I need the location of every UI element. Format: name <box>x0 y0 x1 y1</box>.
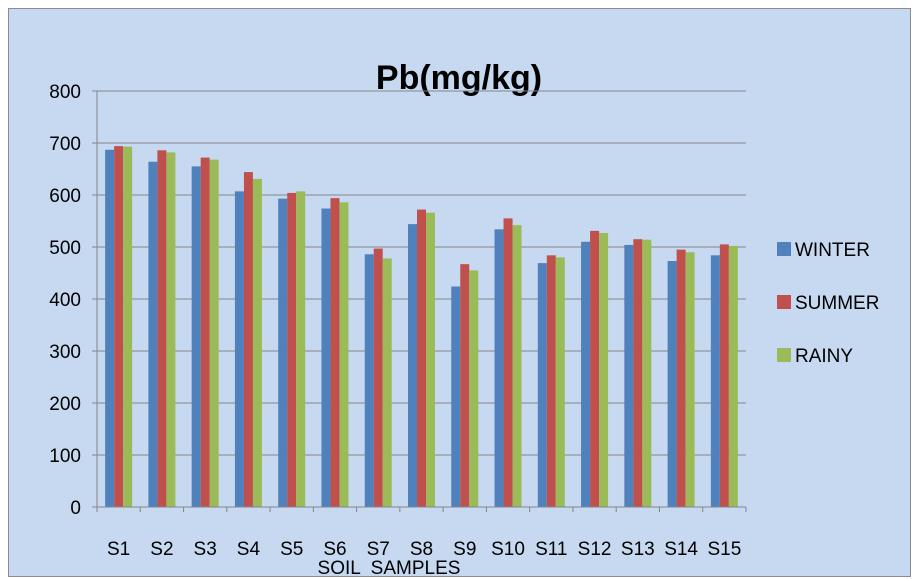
bar-rainy-s15 <box>728 245 738 507</box>
bar-winter-s2 <box>148 161 158 507</box>
x-tick-label: S3 <box>194 539 217 560</box>
y-tick-label: 600 <box>49 186 81 207</box>
bar-summer-s8 <box>417 209 426 507</box>
bar-summer-s9 <box>460 264 470 507</box>
bar-rainy-s3 <box>209 159 219 507</box>
bar-rainy-s4 <box>252 178 262 507</box>
chart-frame: Pb(mg/kg) 0 100 200 300 400 500 600 700 800 S1 S2… <box>8 8 911 577</box>
bar-rainy-s13 <box>642 239 652 507</box>
x-tick-label: S2 <box>150 539 173 560</box>
y-tick-label: 0 <box>70 498 81 519</box>
bar-winter-s3 <box>191 166 201 507</box>
legend-label-winter: WINTER <box>795 240 870 261</box>
y-tick-label: 800 <box>49 82 81 103</box>
bar-summer-s11 <box>546 255 556 507</box>
bar-winter-s14 <box>667 261 677 507</box>
bar-winter-s9 <box>451 286 461 507</box>
bar-winter-s13 <box>624 244 634 508</box>
bar-summer-s15 <box>719 244 729 507</box>
y-tick-label: 500 <box>49 238 81 259</box>
bar-rainy-s5 <box>296 191 306 508</box>
bar-rainy-s9 <box>469 270 479 507</box>
x-tick-label: S7 <box>367 539 390 560</box>
x-tick-label: S13 <box>621 539 655 560</box>
legend: WINTER SUMMER RAINY <box>777 240 879 367</box>
bar-summer-s5 <box>287 192 297 508</box>
legend-swatch-rainy <box>777 348 791 362</box>
bar-rainy-s10 <box>512 225 522 507</box>
x-tick-label: S10 <box>491 539 525 560</box>
bar-rainy-s6 <box>339 202 349 507</box>
bar-summer-s7 <box>373 248 383 507</box>
legend-label-rainy: RAINY <box>795 346 853 367</box>
bar-summer-s14 <box>676 249 686 507</box>
bar-summer-s4 <box>243 172 253 507</box>
bar-winter-s5 <box>278 198 288 507</box>
legend-swatch-winter <box>777 242 791 256</box>
bar-rainy-s2 <box>166 152 176 508</box>
x-tick-label: S4 <box>237 539 261 560</box>
legend-label-summer: SUMMER <box>795 293 879 314</box>
bars <box>105 146 738 508</box>
x-tick-label: S1 <box>107 539 130 560</box>
y-axis-ticks: 0 100 200 300 400 500 600 700 800 <box>49 82 97 519</box>
x-tick-label: S12 <box>578 539 612 560</box>
y-tick-label: 300 <box>49 342 81 363</box>
bar-summer-s2 <box>157 150 167 507</box>
bar-winter-s1 <box>105 149 115 507</box>
x-tick-label: S6 <box>323 539 346 560</box>
bar-summer-s10 <box>503 218 513 507</box>
x-tick-label: S9 <box>453 539 476 560</box>
bar-winter-s8 <box>408 224 417 507</box>
bar-rainy-s7 <box>382 258 392 507</box>
bar-summer-s1 <box>114 146 124 507</box>
x-axis-ticks: S1 S2 S3 S4 S5 S6 S7 S8 S9 S10 S11 S12 S13 S14 S15 <box>96 507 747 560</box>
y-tick-label: 200 <box>49 394 81 415</box>
legend-swatch-summer <box>777 295 791 309</box>
x-tick-label: S15 <box>707 539 741 560</box>
bar-rainy-s14 <box>685 252 695 507</box>
bar-winter-s4 <box>234 191 244 508</box>
x-tick-label: S11 <box>535 539 567 560</box>
x-tick-label: S8 <box>410 539 433 560</box>
bar-winter-s10 <box>494 229 504 507</box>
x-axis-title: SOIL SAMPLES <box>318 558 461 577</box>
bar-summer-s13 <box>633 239 643 507</box>
bar-winter-s6 <box>321 208 331 507</box>
bar-winter-s11 <box>537 263 547 507</box>
bar-winter-s12 <box>581 241 591 508</box>
x-tick-label: S5 <box>280 539 303 560</box>
bar-winter-s15 <box>710 255 720 507</box>
bar-rainy-s1 <box>123 146 133 507</box>
y-tick-label: 700 <box>49 134 81 155</box>
bar-summer-s3 <box>200 157 210 507</box>
y-tick-label: 400 <box>49 290 81 311</box>
bar-rainy-s8 <box>426 212 435 507</box>
bar-rainy-s12 <box>599 232 609 507</box>
bar-summer-s12 <box>590 230 600 507</box>
bar-rainy-s11 <box>555 257 565 507</box>
y-tick-label: 100 <box>49 446 81 467</box>
x-tick-label: S14 <box>664 539 698 560</box>
bar-summer-s6 <box>330 198 340 507</box>
bar-winter-s7 <box>364 254 374 507</box>
